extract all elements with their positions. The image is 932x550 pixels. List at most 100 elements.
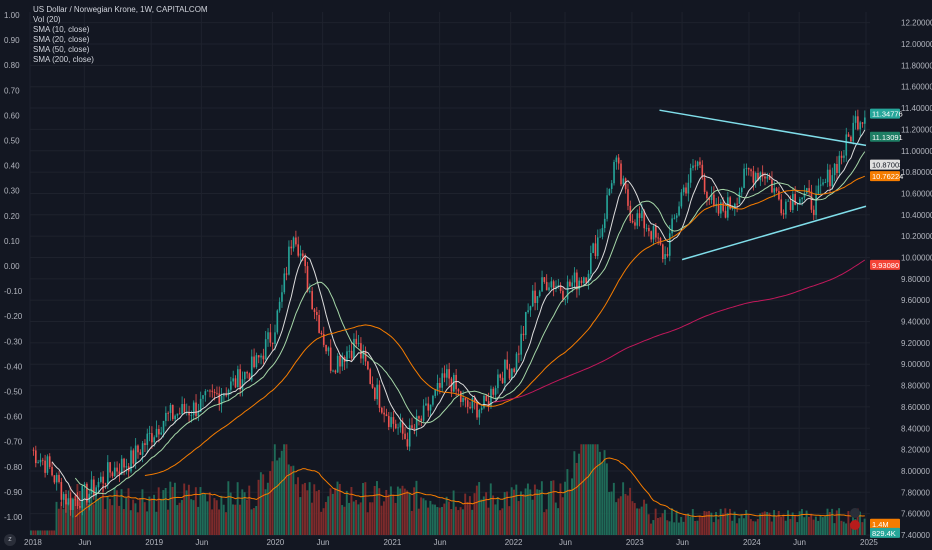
- indicator-sma10[interactable]: SMA (10, close): [33, 25, 90, 34]
- timezone-icon[interactable]: z: [4, 534, 16, 546]
- time-axis-tick: 2019: [145, 538, 163, 547]
- volume-bar: [101, 484, 104, 535]
- volume-bar: [422, 498, 425, 535]
- flag-icon[interactable]: [850, 520, 860, 530]
- candle-body: [144, 443, 146, 445]
- volume-bar: [248, 485, 251, 535]
- price-axis-tick: 9.80000: [901, 275, 930, 284]
- candle-body: [664, 254, 666, 259]
- volume-bar: [95, 492, 97, 535]
- volume-bar: [580, 444, 583, 535]
- sma200-line: [493, 259, 866, 403]
- volume-bar: [171, 486, 174, 535]
- volume-bar: [554, 502, 557, 535]
- volume-bar: [619, 496, 622, 535]
- candle-body: [90, 479, 93, 494]
- left-axis-tick: -0.50: [4, 388, 23, 397]
- candle-body: [134, 445, 137, 464]
- volume-bar: [728, 508, 731, 535]
- indicator-sma50[interactable]: SMA (50, close): [33, 45, 90, 54]
- volume-bar: [438, 507, 441, 535]
- volume-bar: [99, 497, 102, 535]
- candle-body: [801, 197, 803, 200]
- left-axis-tick: 0.00: [4, 262, 20, 271]
- candle-body: [192, 402, 195, 416]
- candle-body: [183, 404, 186, 413]
- volume-bar: [566, 469, 569, 535]
- candle-body: [429, 404, 432, 411]
- indicator-vol[interactable]: Vol (20): [33, 15, 61, 24]
- volume-bar: [53, 530, 56, 535]
- candle-body: [645, 227, 648, 229]
- volume-bar: [329, 488, 332, 535]
- volume-bar: [559, 483, 562, 535]
- volume-bar: [552, 480, 555, 535]
- volume-bar: [194, 487, 197, 535]
- volume-bar: [638, 508, 641, 535]
- candle-body: [480, 407, 483, 410]
- volume-bar: [533, 484, 536, 535]
- sma50-line: [144, 175, 865, 476]
- candle-body: [703, 177, 706, 192]
- indicator-sma200[interactable]: SMA (200, close): [33, 55, 94, 64]
- candle-body: [81, 485, 84, 508]
- candle-body: [736, 203, 738, 205]
- candle-body: [197, 412, 200, 417]
- candle-body: [120, 458, 123, 475]
- volume-bar: [264, 489, 267, 535]
- left-axis-tick: 0.20: [4, 212, 20, 221]
- candle-body: [606, 195, 608, 219]
- candle-body: [441, 373, 444, 388]
- candle-body: [666, 254, 669, 256]
- volume-bar: [835, 510, 838, 535]
- candle-body: [531, 290, 534, 307]
- volume-bar: [389, 486, 392, 535]
- volume-ma-line: [74, 457, 865, 518]
- volume-bar: [517, 501, 520, 535]
- candle-body: [455, 374, 457, 390]
- candle-body: [93, 479, 95, 496]
- candle-body: [278, 301, 281, 311]
- candle-body: [861, 122, 864, 124]
- candle-body: [668, 233, 671, 256]
- candle-body: [104, 483, 107, 485]
- candle-body: [559, 285, 562, 291]
- left-axis-tick: 0.80: [4, 61, 20, 70]
- candle-body: [847, 134, 850, 137]
- candle-body: [583, 277, 585, 284]
- candle-body: [648, 227, 650, 232]
- price-axis-tick: 11.00000: [901, 147, 932, 156]
- price-tag-label: 10.87003: [872, 161, 903, 170]
- volume-bar: [645, 503, 648, 535]
- candle-body: [689, 168, 692, 183]
- bolt-icon[interactable]: [850, 508, 860, 518]
- candle-body: [743, 168, 745, 188]
- volume-bar: [800, 508, 803, 535]
- candle-body: [422, 405, 425, 421]
- candle-body: [153, 437, 156, 443]
- candle-body: [37, 462, 39, 464]
- candle-body: [348, 350, 351, 352]
- candle-body: [750, 169, 752, 172]
- price-axis-tick: 9.00000: [901, 360, 930, 369]
- price-tag-label: 829.4K: [872, 529, 896, 538]
- volume-bar: [88, 504, 90, 535]
- volume-bar: [838, 508, 841, 535]
- candle-body: [655, 226, 657, 238]
- volume-bar: [215, 500, 218, 535]
- candle-body: [172, 405, 174, 420]
- volume-bar: [735, 523, 738, 535]
- volume-bar: [239, 504, 241, 535]
- candle-body: [792, 194, 794, 210]
- candle-body: [44, 460, 46, 473]
- volume-bar: [636, 508, 639, 535]
- candle-body: [464, 398, 467, 401]
- volume-bar: [849, 523, 852, 535]
- candle-body: [332, 370, 334, 372]
- time-axis-tick: Jun: [676, 538, 689, 547]
- trendline: [659, 109, 867, 147]
- price-tag: [870, 131, 900, 142]
- volume-bar: [111, 505, 114, 535]
- indicator-sma20[interactable]: SMA (20, close): [33, 35, 90, 44]
